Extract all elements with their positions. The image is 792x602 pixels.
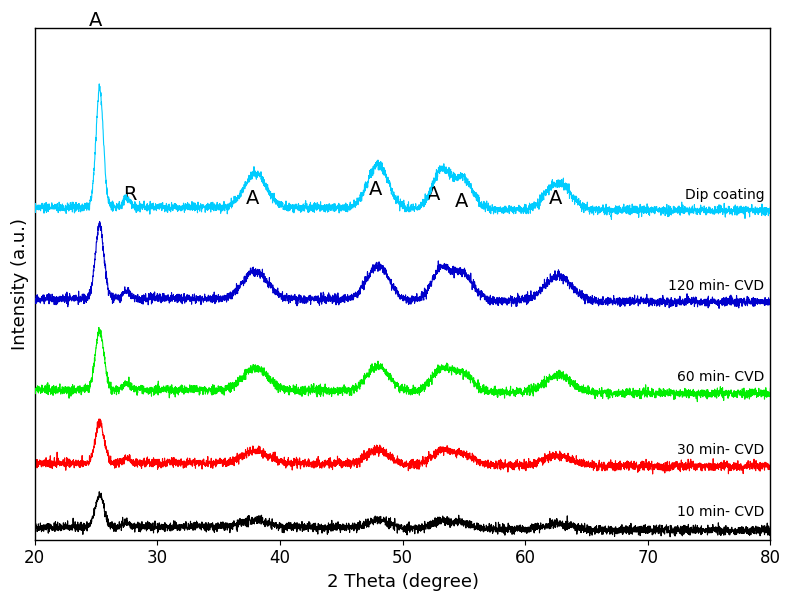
Text: A: A [246,190,260,208]
Text: A: A [549,190,562,208]
Text: R: R [124,185,137,204]
Text: A: A [89,11,103,30]
Text: 120 min- CVD: 120 min- CVD [668,279,764,293]
Text: A: A [369,181,383,199]
Text: 10 min- CVD: 10 min- CVD [677,505,764,519]
Text: 30 min- CVD: 30 min- CVD [677,444,764,458]
Text: A: A [427,185,440,204]
X-axis label: 2 Theta (degree): 2 Theta (degree) [326,573,478,591]
Text: A: A [455,192,468,211]
Y-axis label: Intensity (a.u.): Intensity (a.u.) [11,218,29,350]
Text: Dip coating: Dip coating [684,188,764,202]
Text: 60 min- CVD: 60 min- CVD [677,370,764,384]
